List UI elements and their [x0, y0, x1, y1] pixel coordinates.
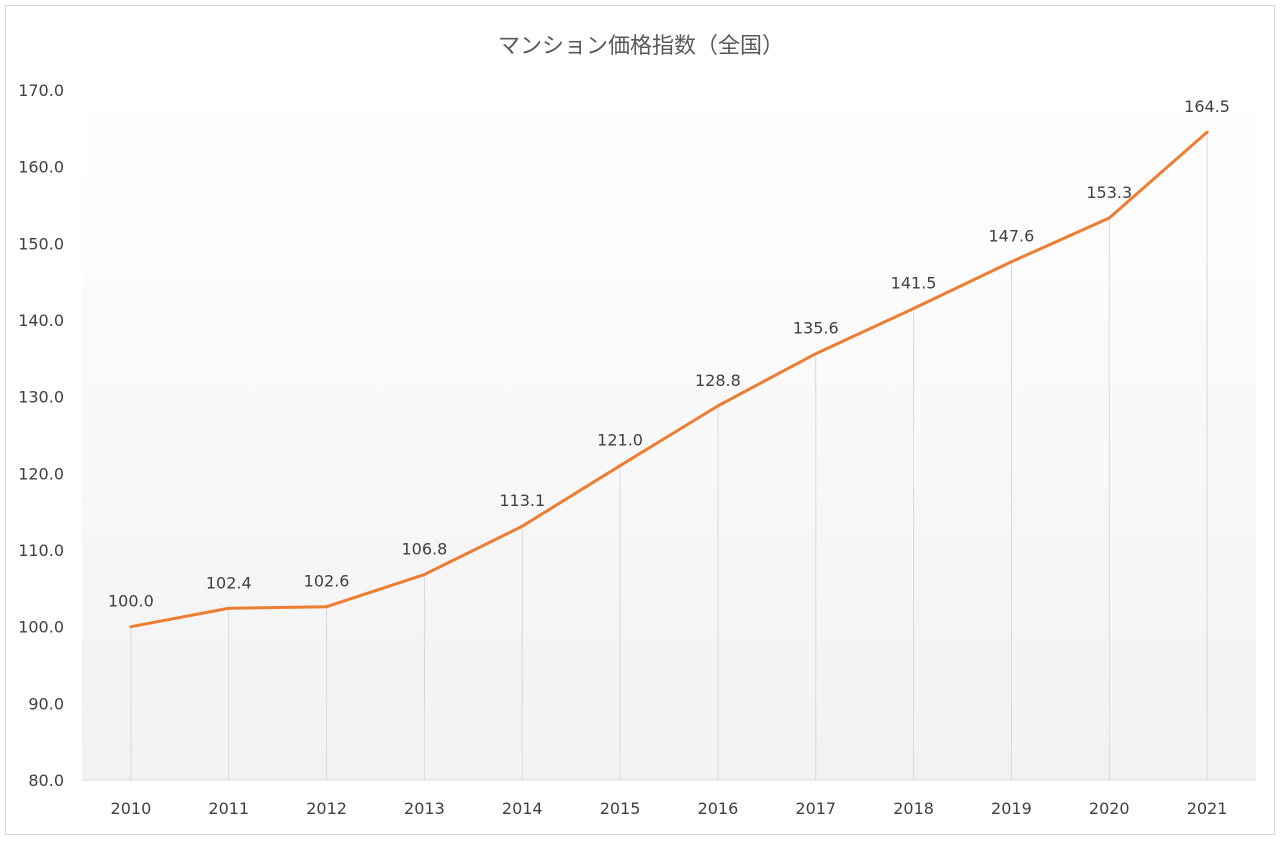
y-tick-label: 140.0 [18, 311, 64, 330]
data-label: 153.3 [1086, 183, 1132, 202]
y-tick-label: 110.0 [18, 541, 64, 560]
x-tick-label: 2015 [600, 799, 641, 818]
x-tick-label: 2019 [991, 799, 1032, 818]
x-tick-label: 2017 [795, 799, 836, 818]
x-tick-label: 2016 [698, 799, 739, 818]
x-tick-label: 2021 [1187, 799, 1228, 818]
x-tick-label: 2012 [306, 799, 347, 818]
y-tick-label: 170.0 [18, 81, 64, 100]
x-tick-label: 2018 [893, 799, 934, 818]
data-label: 164.5 [1184, 97, 1230, 116]
chart-title: マンション価格指数（全国） [498, 34, 784, 59]
y-tick-label: 100.0 [18, 618, 64, 637]
x-axis-ticks: 2010 2011 2012 2013 2014 2015 2016 2017 2018 2019… [111, 799, 1228, 818]
x-tick-label: 2020 [1089, 799, 1130, 818]
y-tick-label: 80.0 [28, 771, 64, 790]
y-axis-ticks: 80.0 90.0 100.0 110.0 120.0 130.0 140.0 150.0 16… [18, 81, 64, 790]
y-tick-label: 130.0 [18, 388, 64, 407]
x-tick-label: 2011 [208, 799, 249, 818]
series-line [129, 130, 1209, 629]
x-tick-label: 2014 [502, 799, 543, 818]
x-tick-label: 2013 [404, 799, 445, 818]
data-labels: 100.0 102.4 102.6 106.8 113.1 121.0 128.8 135.6… [108, 97, 1230, 611]
y-tick-label: 90.0 [28, 694, 64, 713]
data-label: 121.0 [597, 431, 643, 450]
y-tick-label: 120.0 [18, 464, 64, 483]
drop-lines [130, 132, 1208, 780]
data-label: 128.8 [695, 371, 741, 390]
chart-frame: マンション価格指数（全国） 80.0 90.0 100.0 110.0 120.0 130… [5, 5, 1275, 835]
y-tick-label: 150.0 [18, 234, 64, 253]
data-label: 147.6 [989, 227, 1035, 246]
data-label: 102.4 [206, 573, 252, 592]
data-label: 113.1 [499, 491, 545, 510]
x-tick-label: 2010 [111, 799, 152, 818]
data-label: 102.6 [304, 572, 350, 591]
chart-svg: マンション価格指数（全国） 80.0 90.0 100.0 110.0 120.0 130… [18, 34, 1256, 818]
data-label: 100.0 [108, 592, 154, 611]
y-tick-label: 160.0 [18, 158, 64, 177]
data-label: 135.6 [793, 319, 839, 338]
data-label: 106.8 [402, 540, 448, 559]
data-label: 141.5 [891, 274, 937, 293]
